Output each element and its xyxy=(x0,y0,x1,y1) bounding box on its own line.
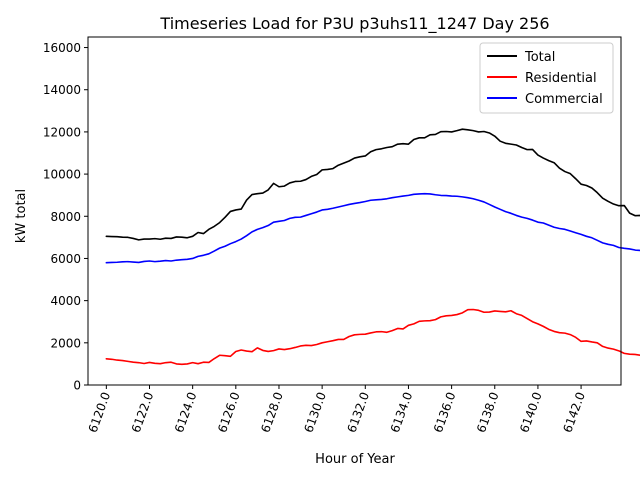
y-tick-label: 6000 xyxy=(50,252,81,266)
y-tick-label: 4000 xyxy=(50,294,81,308)
y-axis-label: kW total xyxy=(14,189,29,243)
chart-title: Timeseries Load for P3U p3uhs11_1247 Day… xyxy=(159,14,549,34)
y-tick-label: 12000 xyxy=(43,125,81,139)
y-tick-label: 10000 xyxy=(43,168,81,182)
series-lines xyxy=(105,128,640,366)
legend-label-commercial: Commercial xyxy=(525,92,603,107)
legend-label-residential: Residential xyxy=(525,71,597,86)
y-tick-label: 8000 xyxy=(50,210,81,224)
x-axis-label: Hour of Year xyxy=(315,452,395,467)
legend: Total Residential Commercial xyxy=(479,42,614,114)
y-tick-label: 0 xyxy=(73,379,81,393)
y-tick-label: 2000 xyxy=(50,336,81,350)
legend-label-total: Total xyxy=(524,50,555,65)
y-tick-label: 14000 xyxy=(43,83,81,97)
series-line-residential xyxy=(105,308,640,366)
y-tick-label: 16000 xyxy=(43,41,81,55)
series-line-total xyxy=(105,128,640,241)
legend-box xyxy=(479,42,614,114)
series-line-commercial xyxy=(105,192,640,264)
plot-area-frame xyxy=(87,36,622,386)
